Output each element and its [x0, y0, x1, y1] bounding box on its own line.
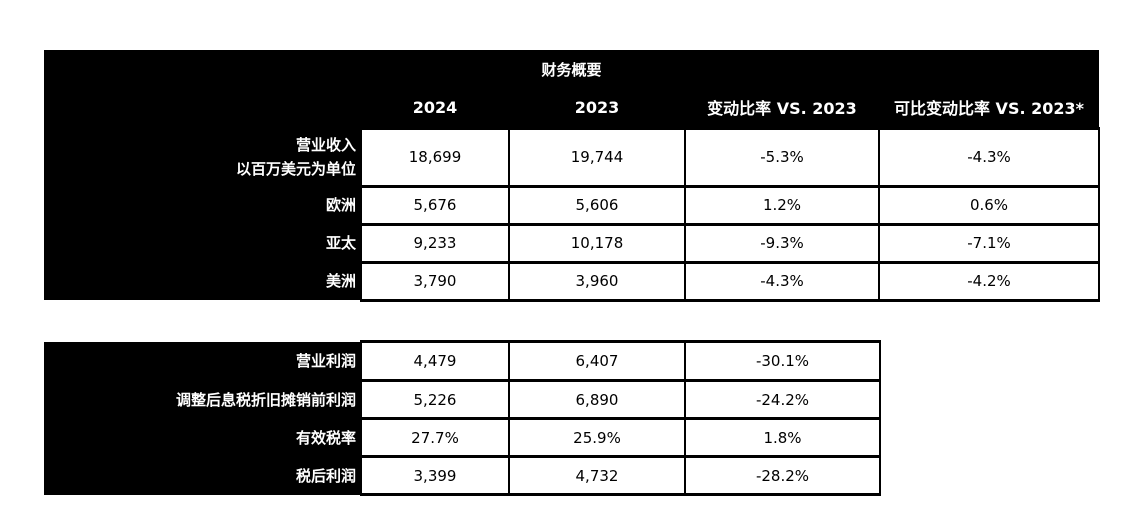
- cell-2024: 4,479: [360, 340, 510, 382]
- cell-2024: 18,699: [360, 126, 510, 188]
- cell-change: 1.2%: [684, 184, 880, 226]
- header-blank-cell: [44, 88, 361, 128]
- cell-change: -30.1%: [684, 340, 881, 382]
- cell-change: -5.3%: [684, 126, 880, 188]
- cell-comparable: 0.6%: [877, 184, 1101, 226]
- row-label-adjusted-ebitda: 调整后息税折旧摊销前利润: [44, 380, 361, 419]
- header-comparable-change: 可比变动比率 VS. 2023*: [879, 88, 1100, 128]
- row-label-net-profit: 税后利润: [44, 456, 361, 495]
- cell-2023: 5,606: [508, 184, 686, 226]
- header-change: 变动比率 VS. 2023: [685, 88, 879, 128]
- row-label-line2: 以百万美元为单位: [235, 160, 356, 178]
- table-row: 有效税率 27.7% 25.9% 1.8%: [44, 417, 881, 458]
- table-row: 营业收入 以百万美元为单位 18,699 19,744 -5.3% -4.3%: [44, 126, 1101, 188]
- row-label-apac: 亚太: [44, 224, 361, 262]
- cell-2024: 5,676: [360, 184, 510, 226]
- cell-2023: 3,960: [508, 260, 686, 302]
- cell-2024: 3,790: [360, 260, 510, 302]
- cell-2023: 25.9%: [508, 417, 686, 458]
- row-label-americas: 美洲: [44, 262, 361, 300]
- cell-2024: 27.7%: [360, 417, 510, 458]
- cell-2023: 4,732: [508, 455, 686, 496]
- cell-2024: 3,399: [360, 455, 510, 496]
- cell-change: -28.2%: [684, 455, 881, 496]
- cell-change: -24.2%: [684, 379, 881, 420]
- table-title: 财务概要: [44, 50, 1100, 88]
- table-row: 税后利润 3,399 4,732 -28.2%: [44, 455, 881, 496]
- table-row: 营业利润 4,479 6,407 -30.1%: [44, 340, 881, 382]
- cell-2024: 5,226: [360, 379, 510, 420]
- cell-2024: 9,233: [360, 222, 510, 264]
- table-row: 美洲 3,790 3,960 -4.3% -4.2%: [44, 260, 1101, 302]
- row-label-line1: 营业收入: [295, 136, 356, 154]
- header-2023: 2023: [509, 88, 685, 128]
- table-row: 欧洲 5,676 5,606 1.2% 0.6%: [44, 184, 1101, 226]
- table-row: 调整后息税折旧摊销前利润 5,226 6,890 -24.2%: [44, 379, 881, 420]
- row-label-effective-tax-rate: 有效税率: [44, 418, 361, 457]
- cell-2023: 19,744: [508, 126, 686, 188]
- profit-table: 营业利润 4,479 6,407 -30.1% 调整后息税折旧摊销前利润 5,2…: [44, 340, 881, 496]
- cell-2023: 6,407: [508, 340, 686, 382]
- row-label-operating-profit: 营业利润: [44, 341, 361, 381]
- cell-comparable: -4.3%: [877, 126, 1101, 188]
- financial-summary-table: 财务概要 2024 2023 变动比率 VS. 2023 可比变动比率 VS. …: [44, 50, 1101, 302]
- row-label-europe: 欧洲: [44, 186, 361, 224]
- cell-change: -9.3%: [684, 222, 880, 264]
- row-label-revenue: 营业收入 以百万美元为单位: [44, 128, 361, 186]
- header-2024: 2024: [361, 88, 509, 128]
- cell-2023: 10,178: [508, 222, 686, 264]
- cell-change: -4.3%: [684, 260, 880, 302]
- cell-comparable: -4.2%: [877, 260, 1101, 302]
- cell-change: 1.8%: [684, 417, 881, 458]
- table-row: 亚太 9,233 10,178 -9.3% -7.1%: [44, 222, 1101, 264]
- cell-comparable: -7.1%: [877, 222, 1101, 264]
- cell-2023: 6,890: [508, 379, 686, 420]
